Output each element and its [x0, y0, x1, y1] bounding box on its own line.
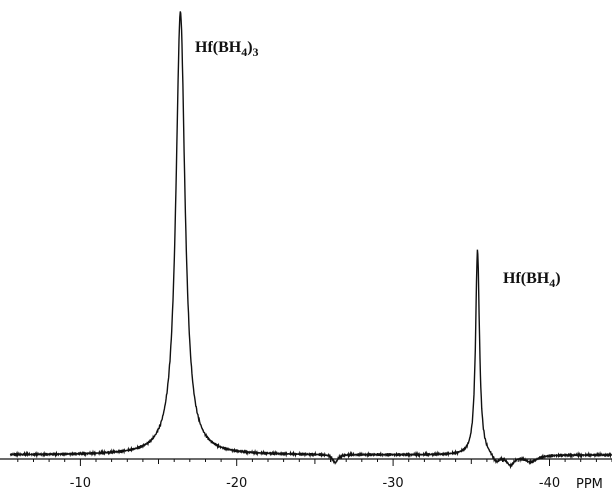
x-axis-unit-label: PPM [576, 477, 603, 492]
peak-label-hf-bh4-tail: ) [555, 270, 560, 287]
x-tick-label: -20 [226, 476, 247, 491]
peak-label-hf-bh4-3-sub: 4 [241, 45, 247, 59]
peak-label-hf-bh4-3-sub2: 3 [253, 45, 259, 59]
peak-label-hf-bh4-3-base: Hf(BH [195, 39, 242, 56]
peak-label-hf-bh4-3-tail: ) [247, 39, 252, 56]
peak-label-hf-bh4: Hf(BH4) [503, 270, 561, 290]
peak-label-hf-bh4-sub: 4 [549, 276, 555, 290]
x-axis: -10 -20 -30 -40 [0, 458, 612, 491]
x-tick-label: -10 [70, 476, 91, 491]
x-tick-label: -40 [539, 476, 560, 491]
peak-label-hf-bh4-base: Hf(BH [503, 270, 550, 287]
peak-label-hf-bh4-3: Hf(BH4)3 [195, 39, 259, 59]
spectrum-trace [9, 11, 612, 470]
x-tick-label: -30 [382, 476, 403, 491]
